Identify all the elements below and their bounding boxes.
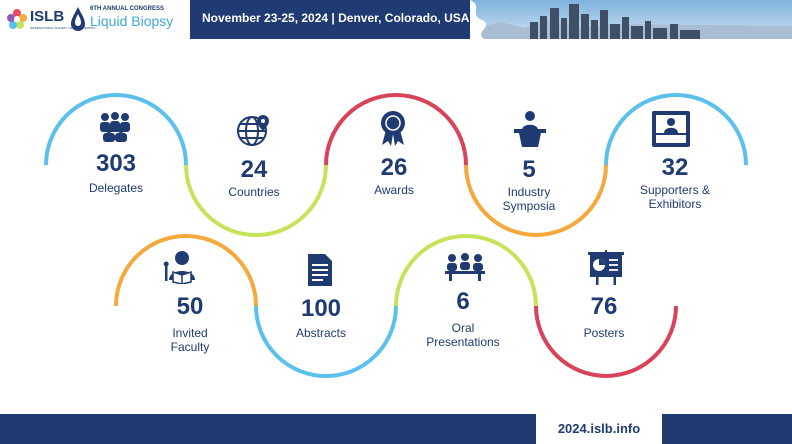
globe-pin-icon — [237, 115, 269, 146]
logo-subtext: INTERNATIONAL SOCIETY OF LIQUID BIOPSY — [30, 26, 96, 30]
stat-posters: 76 Posters — [554, 293, 654, 341]
city-skyline-image — [470, 0, 792, 39]
stat-label: Invited Faculty — [170, 326, 210, 354]
stat-delegates: 303 Delegates — [66, 150, 166, 196]
poster-board-icon — [588, 250, 624, 285]
meeting-table-icon — [445, 253, 485, 281]
stat-oral-presentations: 6 Oral Presentations — [408, 288, 518, 350]
event-info: November 23-25, 2024 | Denver, Colorado,… — [202, 11, 470, 25]
stat-value: 26 — [380, 154, 408, 181]
stat-label: Posters — [583, 326, 625, 340]
stat-label: Oral Presentations — [426, 321, 500, 349]
logo-text: ISLB — [30, 8, 65, 25]
stat-supporters-exhibitors: 32 Supporters & Exhibitors — [620, 154, 730, 212]
stat-awards: 26 Awards — [344, 154, 444, 198]
faculty-reading-icon — [163, 251, 195, 284]
document-icon — [308, 254, 332, 286]
people-group-icon — [100, 112, 130, 142]
exhibitor-booth-icon — [652, 111, 690, 147]
footer-url-box — [536, 414, 662, 444]
podium-speaker-icon — [514, 111, 546, 147]
header-banner: ISLB INTERNATIONAL SOCIETY OF LIQUID BIO… — [0, 0, 792, 39]
congress-name: Liquid Biopsy — [90, 13, 174, 29]
stat-label: Supporters & Exhibitors — [639, 183, 711, 211]
stat-value: 50 — [176, 293, 204, 320]
stat-value: 24 — [240, 156, 268, 183]
stat-label: Abstracts — [295, 326, 346, 340]
droplet-icon — [71, 7, 85, 31]
stat-value: 303 — [95, 150, 137, 177]
footer-url[interactable]: 2024.islb.info — [557, 421, 641, 436]
stat-label: Industry Symposia — [502, 185, 556, 213]
stat-value: 32 — [661, 154, 689, 181]
stat-countries: 24 Countries — [204, 156, 304, 200]
stat-value: 5 — [522, 156, 536, 183]
award-medal-icon — [381, 111, 405, 146]
stat-industry-symposia: 5 Industry Symposia — [484, 156, 574, 214]
stat-value: 76 — [590, 293, 618, 320]
islb-flower-icon — [7, 9, 27, 29]
stat-abstracts: 100 Abstracts — [271, 295, 371, 341]
congress-edition: 6TH ANNUAL CONGRESS — [90, 6, 165, 12]
footer-bar — [0, 414, 792, 444]
stat-invited-faculty: 50 Invited Faculty — [140, 293, 240, 355]
stat-value: 6 — [456, 288, 470, 315]
stat-label: Countries — [228, 185, 280, 199]
stat-label: Awards — [374, 183, 414, 197]
stat-label: Delegates — [88, 181, 144, 195]
logo-area: ISLB INTERNATIONAL SOCIETY OF LIQUID BIO… — [0, 0, 190, 39]
stat-value: 100 — [300, 295, 342, 322]
